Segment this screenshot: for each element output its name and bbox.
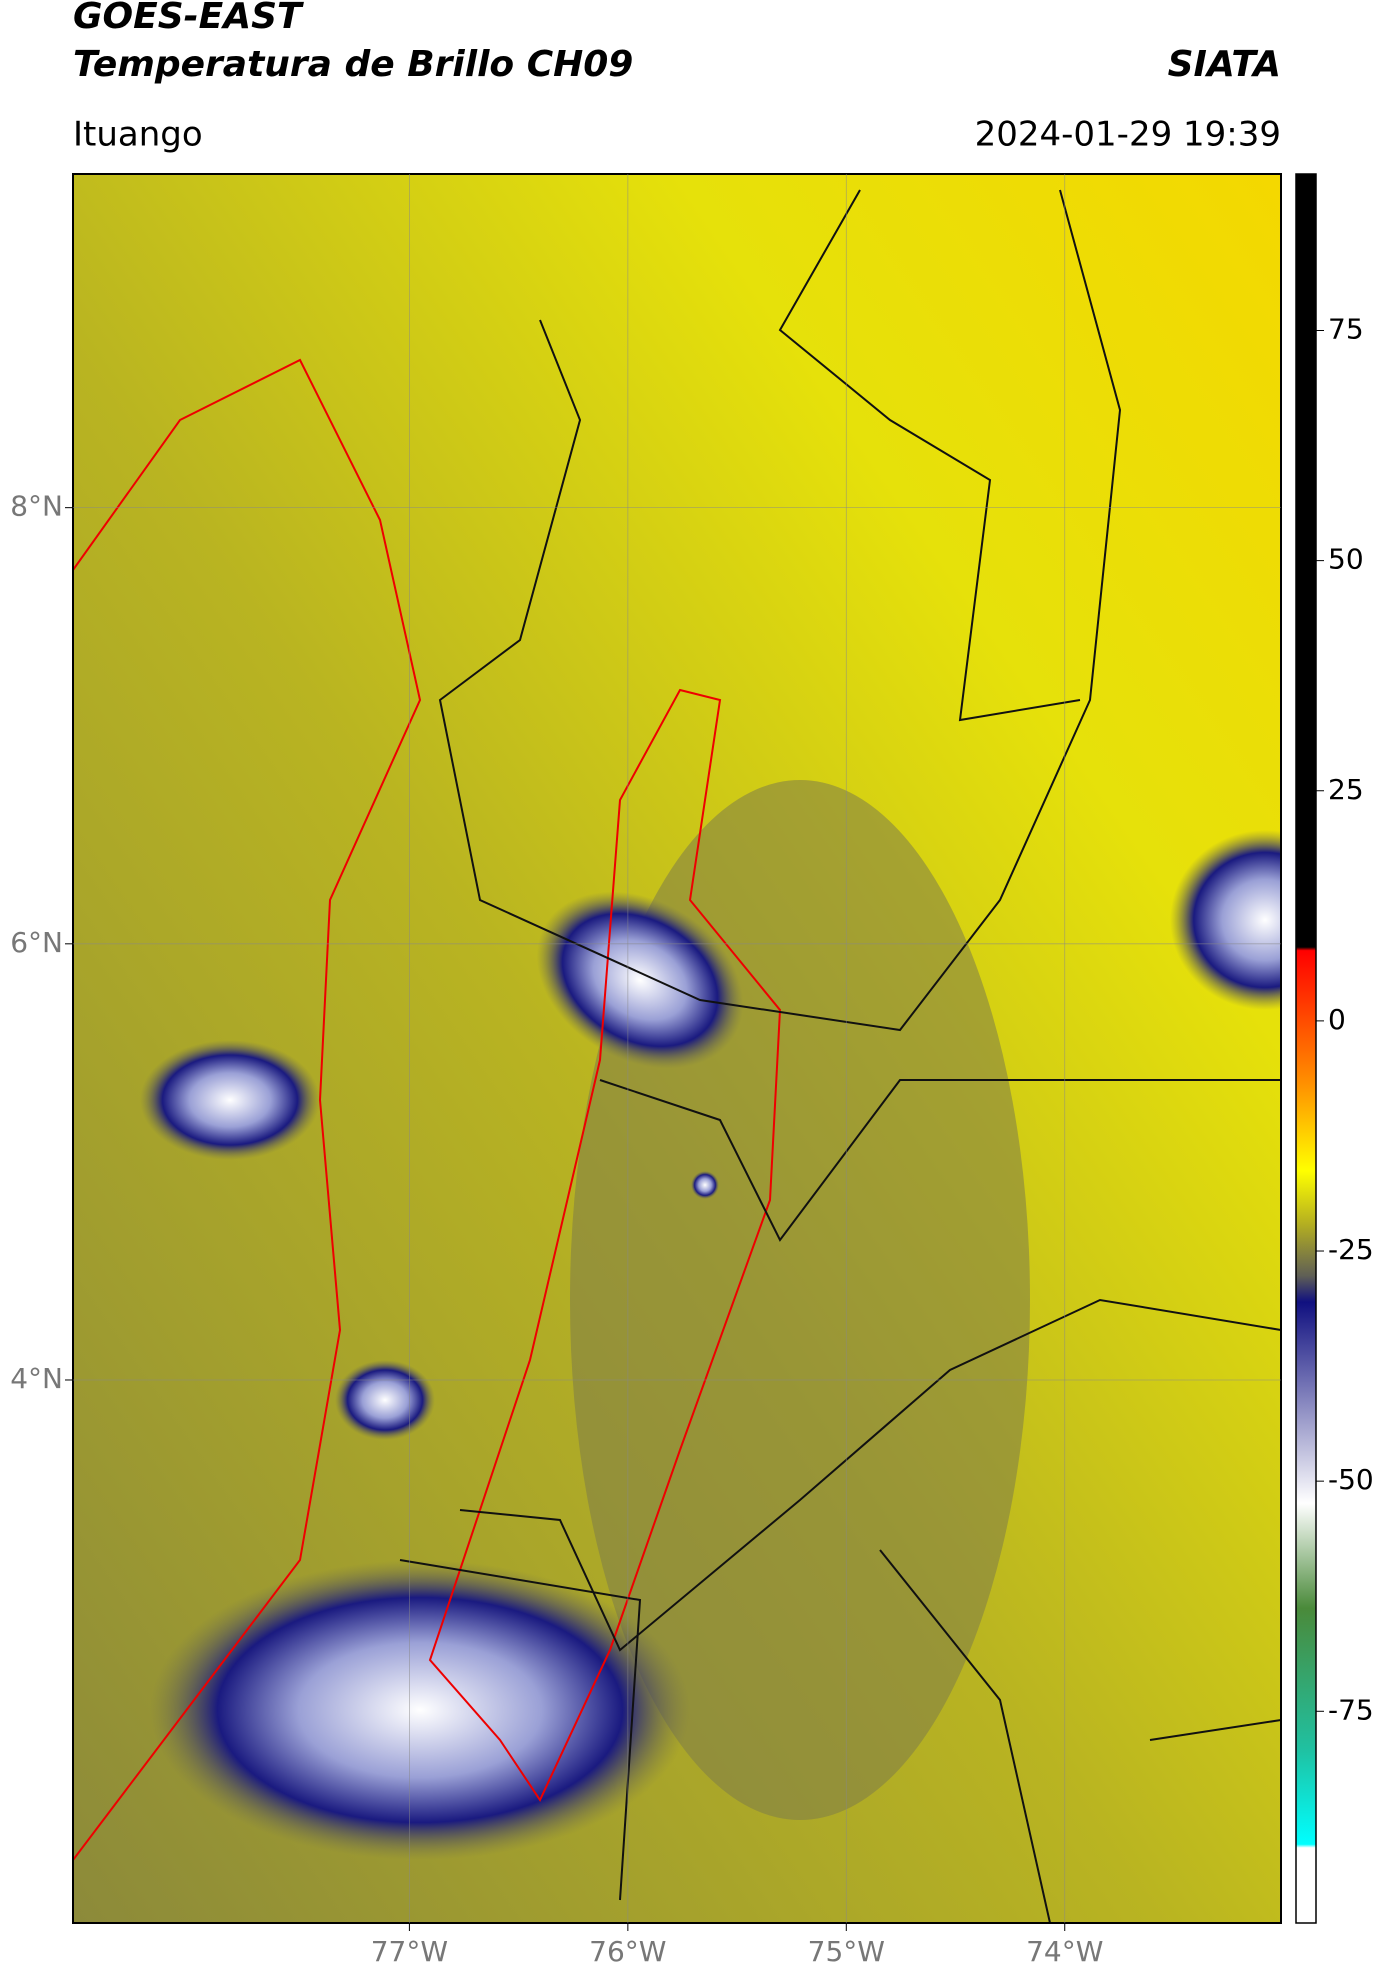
cloud (691, 1171, 719, 1199)
colorbar-tick-label: 75 (1328, 312, 1364, 345)
datetime: 2024-01-29 19:39 (975, 115, 1281, 155)
map-frame (72, 173, 1282, 1924)
cloud (150, 1560, 690, 1860)
cloud (335, 1360, 435, 1440)
cloud (536, 891, 744, 1069)
x-tick-label: 75°W (808, 1935, 885, 1968)
colorbar-tick-label: 25 (1328, 773, 1364, 806)
subtitle: Temperatura de Brillo CH09 (73, 44, 633, 85)
basin-outline (428, 688, 782, 1803)
coastline (73, 358, 422, 1861)
x-tick-label: 76°W (589, 1935, 666, 1968)
location: Ituango (73, 115, 203, 155)
map (73, 174, 1281, 1923)
colorbar-tick-label: -25 (1328, 1233, 1374, 1266)
colorbar-tick-label: 0 (1328, 1003, 1346, 1036)
y-tick-label: 8°N (10, 490, 63, 523)
y-tick-label: 6°N (10, 926, 63, 959)
colorbar-tick-label: -50 (1328, 1463, 1374, 1496)
colorbar-tick-label: -75 (1328, 1693, 1374, 1726)
cloud (140, 1040, 320, 1160)
x-tick-label: 74°W (1026, 1935, 1103, 1968)
colorbar-tick-label: 50 (1328, 543, 1364, 576)
cloud (1170, 830, 1281, 1010)
title: GOES-EAST (73, 0, 304, 37)
borders (399, 189, 1281, 1923)
y-tick-label: 4°N (10, 1362, 63, 1395)
x-tick-label: 77°W (371, 1935, 448, 1968)
source: SIATA (1168, 44, 1281, 85)
colorbar (1295, 173, 1317, 1924)
